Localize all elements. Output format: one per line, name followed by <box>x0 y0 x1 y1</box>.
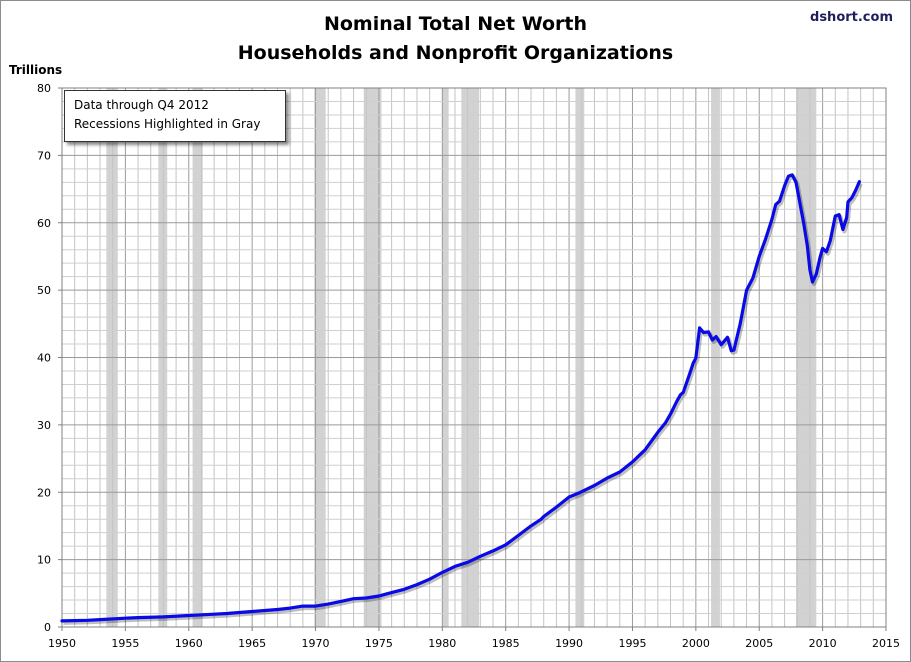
tick-labels: 1950 1955 1960 1965 1970 1975 1980 1985 1990 1995… <box>37 82 900 650</box>
x-tick-label-1965: 1965 <box>238 637 266 650</box>
y-tick-label-80: 80 <box>37 82 51 95</box>
y-tick-label-50: 50 <box>37 284 51 297</box>
y-tick-label-30: 30 <box>37 419 51 432</box>
x-tick-label-1960: 1960 <box>175 637 203 650</box>
x-tick-label-1995: 1995 <box>618 637 646 650</box>
grid-lines <box>61 87 887 628</box>
x-tick-label-2015: 2015 <box>872 637 900 650</box>
x-tick-label-1950: 1950 <box>48 637 76 650</box>
x-tick-label-2000: 2000 <box>682 637 710 650</box>
annotation-line-1: Data through Q4 2012 <box>74 98 209 112</box>
annotation-box: Data through Q4 2012 Recessions Highligh… <box>64 90 286 142</box>
y-tick-label-60: 60 <box>37 217 51 230</box>
x-tick-label-1990: 1990 <box>555 637 583 650</box>
x-tick-label-2010: 2010 <box>809 637 837 650</box>
source-label: dshort.com <box>810 10 893 25</box>
x-tick-label-1985: 1985 <box>492 637 520 650</box>
chart-subtitle: Households and Nonprofit Organizations <box>237 42 674 64</box>
series-line-1 <box>60 173 862 623</box>
series-lines <box>60 173 863 625</box>
y-tick-label-70: 70 <box>37 149 51 162</box>
annotation-line-2: Recessions Highlighted in Gray <box>74 117 261 131</box>
y-tick-label-10: 10 <box>37 554 51 567</box>
x-tick-label-2005: 2005 <box>745 637 773 650</box>
x-tick-label-1955: 1955 <box>111 637 139 650</box>
x-tick-label-1980: 1980 <box>428 637 456 650</box>
y-axis-label: Trillions <box>9 63 63 77</box>
y-tick-label-40: 40 <box>37 352 51 365</box>
y-tick-label-0: 0 <box>44 621 51 634</box>
y-tick-label-20: 20 <box>37 486 51 499</box>
chart-title: Nominal Total Net Worth <box>323 13 588 35</box>
x-tick-label-1970: 1970 <box>302 637 330 650</box>
x-tick-label-1975: 1975 <box>365 637 393 650</box>
